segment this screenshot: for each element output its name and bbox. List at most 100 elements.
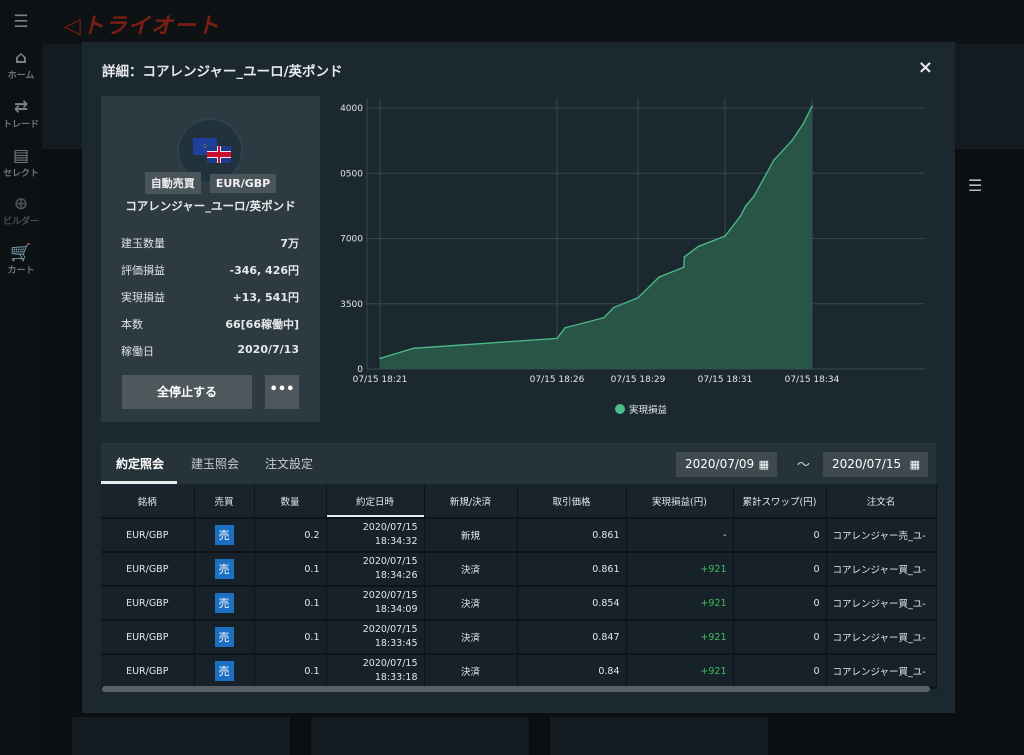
type-cell: 新規: [424, 518, 518, 553]
sidebar-item-label: トレード: [2, 120, 39, 130]
sidebar-item-builder[interactable]: ⊕ ビルダー: [0, 194, 42, 227]
datetime-cell: 2020/07/15 18:34:09: [326, 586, 425, 621]
swap-cell: 0: [733, 654, 827, 689]
datetime-cell: 2020/07/15 18:34:32: [326, 518, 425, 553]
stat-row: 実現損益 +13, 541円: [121, 291, 299, 304]
pair-tag: EUR/GBP: [209, 174, 277, 193]
calendar-icon[interactable]: ▦: [909, 458, 920, 471]
horizontal-scrollbar[interactable]: [102, 686, 930, 692]
data-point: [791, 139, 793, 142]
side-cell: 売: [194, 620, 255, 655]
modal-title: 詳細：コアレンジャー_ユーロ/英ポンド: [102, 64, 343, 80]
side-cell: 売: [194, 586, 255, 621]
column-header[interactable]: 売買: [194, 485, 255, 519]
sidebar-item-label: ビルダー: [2, 217, 39, 227]
tab-positions[interactable]: 建玉照会: [191, 457, 240, 471]
currency-pair-flags: ⁘: [177, 118, 243, 184]
trade-arrows-icon: ⇄: [13, 97, 29, 117]
data-point: [683, 255, 686, 258]
data-point: [744, 205, 747, 207]
sell-badge: 売: [214, 627, 234, 647]
type-cell: 決済: [424, 552, 518, 587]
table-row[interactable]: EUR/GBP 売 0.1 2020/07/15 18:34:26 決済 0.86…: [101, 552, 937, 587]
qty-cell: 0.1: [254, 654, 327, 689]
order-name-cell: コアレンジャー売_ユ-: [826, 518, 937, 553]
column-header[interactable]: 銘柄: [101, 485, 195, 519]
column-header[interactable]: 取引価格: [517, 485, 627, 519]
pnl-cell: +921: [626, 586, 734, 621]
realized-pnl-chart: 0 3500 7000 10500 14000 07/15 18:21 07/15 18:2…: [340, 98, 925, 416]
sidebar-item-label: カート: [7, 266, 35, 276]
data-point: [379, 357, 381, 360]
executions-table: 銘柄 売買 数量 約定日時 新規/決済 取引価格 実現損益(円) 累計スワップ(円) 注文名 E…: [101, 485, 937, 689]
background-card: [72, 717, 290, 755]
sell-badge: 売: [214, 593, 234, 613]
sidebar: ☰ ⌂ ホーム ⇄ トレード ▤ セレクト ⊕ ビルダー 🛒 カート: [0, 0, 42, 755]
logo: ◁トライオート: [64, 14, 220, 39]
data-point: [682, 266, 685, 269]
symbol-cell: EUR/GBP: [101, 654, 195, 689]
menu-icon[interactable]: ☰: [13, 12, 29, 32]
qty-cell: 0.2: [254, 518, 327, 553]
column-header[interactable]: 注文名: [826, 485, 937, 519]
table-row[interactable]: EUR/GBP 売 0.2 2020/07/15 18:34:32 新規 0.86…: [101, 518, 937, 553]
price-cell: 0.847: [517, 620, 627, 655]
series-area: [380, 106, 812, 370]
column-header[interactable]: 新規/決済: [424, 485, 518, 519]
data-point: [802, 122, 805, 125]
y-tick-label: 3500: [340, 300, 363, 310]
plus-circle-icon: ⊕: [13, 194, 29, 214]
column-header[interactable]: 数量: [254, 485, 327, 519]
legend-label: 実現損益: [629, 404, 668, 416]
pnl-cell: +921: [626, 654, 734, 689]
date-separator: ～: [797, 458, 811, 473]
symbol-cell: EUR/GBP: [101, 518, 195, 553]
stat-row: 稼働日 2020/7/13: [121, 343, 299, 358]
calendar-icon[interactable]: ▦: [758, 458, 769, 471]
side-cell: 売: [194, 552, 255, 587]
column-header[interactable]: 約定日時: [326, 485, 425, 519]
list-view-icon[interactable]: ☰: [968, 176, 983, 195]
table-row[interactable]: EUR/GBP 売 0.1 2020/07/15 18:33:18 決済 0.84…: [101, 654, 937, 689]
sell-badge: 売: [214, 661, 234, 681]
more-button[interactable]: •••: [265, 375, 299, 409]
qty-cell: 0.1: [254, 552, 327, 587]
strategy-card: ⁘ 自動売買 EUR/GBP コアレンジャー_ユーロ/英ポンド 建玉数量 7万 評…: [101, 96, 320, 422]
cart-icon: 🛒: [10, 243, 32, 263]
tab-order-settings[interactable]: 注文設定: [265, 457, 314, 471]
sidebar-item-home[interactable]: ⌂ ホーム: [0, 48, 42, 81]
detail-modal: 詳細：コアレンジャー_ユーロ/英ポンド × ⁘ 自動売買 EUR/GBP コアレ…: [82, 42, 955, 713]
sell-badge: 売: [214, 525, 234, 545]
stop-all-button[interactable]: 全停止する: [122, 375, 252, 409]
x-tick-label: 07/15 18:31: [698, 375, 753, 385]
table-row[interactable]: EUR/GBP 売 0.1 2020/07/15 18:34:09 決済 0.85…: [101, 586, 937, 621]
price-cell: 0.861: [517, 518, 627, 553]
table-row[interactable]: EUR/GBP 売 0.1 2020/07/15 18:33:45 決済 0.84…: [101, 620, 937, 655]
symbol-cell: EUR/GBP: [101, 552, 195, 587]
data-point: [697, 245, 699, 248]
tab-executions[interactable]: 約定照会: [116, 457, 165, 471]
price-cell: 0.861: [517, 552, 627, 587]
data-point: [612, 306, 615, 309]
data-point: [753, 195, 755, 197]
column-header[interactable]: 実現損益(円): [626, 485, 734, 519]
home-icon: ⌂: [14, 48, 28, 68]
qty-cell: 0.1: [254, 586, 327, 621]
y-tick-label: 7000: [340, 235, 363, 245]
datetime-cell: 2020/07/15 18:34:26: [326, 552, 425, 587]
data-point: [811, 105, 813, 108]
top-bar: [42, 0, 1024, 44]
price-cell: 0.84: [517, 654, 627, 689]
uk-flag-icon: [207, 146, 231, 163]
sidebar-item-trade[interactable]: ⇄ トレード: [0, 97, 42, 130]
close-icon[interactable]: ×: [917, 57, 933, 78]
date-to-input[interactable]: 2020/07/15 ▦: [823, 452, 928, 477]
sell-badge: 売: [214, 559, 234, 579]
column-header[interactable]: 累計スワップ(円): [733, 485, 827, 519]
date-from-input[interactable]: 2020/07/09 ▦: [676, 452, 777, 477]
type-cell: 決済: [424, 620, 518, 655]
sidebar-item-cart[interactable]: 🛒 カート: [0, 243, 42, 276]
select-icon: ▤: [12, 146, 30, 166]
sidebar-item-select[interactable]: ▤ セレクト: [0, 146, 42, 179]
order-name-cell: コアレンジャー買_ユ-: [826, 586, 937, 621]
